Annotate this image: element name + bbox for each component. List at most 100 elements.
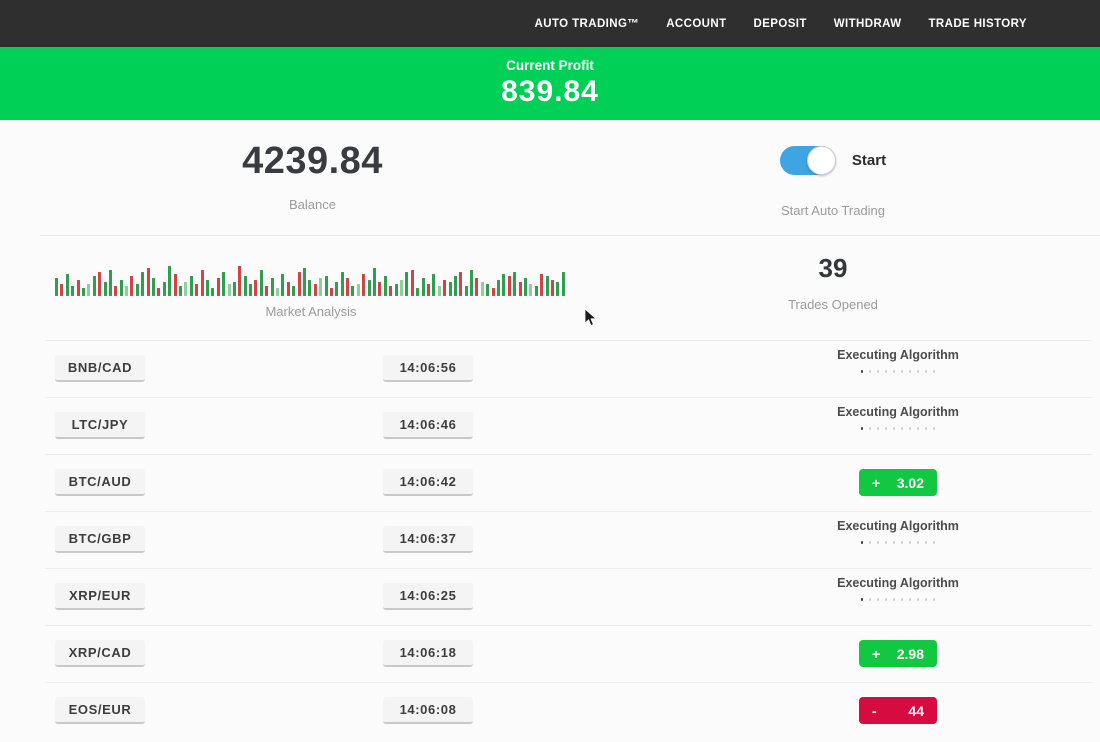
- balance-value: 4239.84: [242, 140, 383, 182]
- market-bar: [443, 280, 447, 296]
- executing-algorithm-label: Executing Algorithm: [837, 405, 959, 419]
- progress-dots: [780, 541, 1016, 544]
- market-bar: [276, 288, 280, 296]
- market-bar: [55, 278, 58, 296]
- progress-dot: [932, 427, 936, 430]
- market-bar: [65, 274, 69, 296]
- market-bar: [426, 284, 430, 296]
- progress-dot: [908, 427, 912, 430]
- market-bar: [497, 280, 501, 296]
- nav-item-deposit[interactable]: DEPOSIT: [753, 17, 807, 30]
- market-bar: [254, 280, 258, 296]
- progress-dot: [860, 541, 864, 544]
- market-bar: [356, 284, 360, 296]
- market-bar: [529, 284, 533, 296]
- market-bar: [394, 284, 398, 296]
- progress-dot: [924, 541, 928, 544]
- market-bar: [362, 274, 366, 296]
- market-bar: [346, 278, 350, 296]
- market-bar: [432, 274, 436, 296]
- progress-dot: [900, 541, 904, 544]
- toggle-knob-icon: [806, 146, 836, 175]
- market-bar: [400, 280, 403, 296]
- auto-trading-block: Start Start Auto Trading: [625, 146, 1041, 218]
- progress-dot: [900, 370, 904, 373]
- market-bar: [205, 280, 209, 296]
- nav-item-withdraw[interactable]: WITHDRAW: [833, 17, 902, 30]
- market-bar: [502, 274, 506, 296]
- progress-dot: [892, 598, 896, 601]
- trade-pair-badge: XRP/EUR: [55, 583, 145, 610]
- progress-dot: [900, 427, 904, 430]
- market-bar: [470, 270, 474, 296]
- market-bar: [297, 272, 301, 296]
- market-bar: [518, 282, 522, 296]
- progress-dot: [892, 541, 896, 544]
- market-bar: [81, 288, 85, 296]
- trade-time-badge: 14:06:37: [383, 526, 473, 553]
- market-bar: [184, 282, 188, 296]
- progress-dot: [908, 541, 912, 544]
- trade-time-badge: 14:06:42: [383, 469, 473, 496]
- market-bar: [98, 272, 102, 296]
- nav-item-trade-history[interactable]: TRADE HISTORY: [928, 17, 1027, 30]
- progress-dot: [932, 541, 936, 544]
- progress-dot: [892, 427, 896, 430]
- market-bar: [475, 278, 479, 296]
- trade-status-zone: +3.02: [780, 454, 1016, 511]
- progress-dot: [876, 370, 880, 373]
- progress-dot: [876, 541, 880, 544]
- loss-badge: - 44: [859, 697, 937, 724]
- start-auto-trading-caption: Start Auto Trading: [780, 203, 886, 218]
- progress-dot: [868, 427, 872, 430]
- trade-status-zone: +2.98: [780, 625, 1016, 682]
- market-bar: [60, 284, 64, 296]
- market-bar: [189, 276, 193, 296]
- market-bar: [108, 270, 112, 296]
- market-bar: [389, 286, 393, 296]
- market-bar: [135, 284, 139, 296]
- market-bar: [340, 272, 344, 296]
- progress-dot: [876, 427, 880, 430]
- nav-item-auto-trading[interactable]: AUTO TRADING™: [534, 17, 640, 30]
- market-bar: [416, 288, 420, 296]
- progress-dot: [876, 598, 880, 601]
- market-bar: [448, 282, 452, 296]
- market-bar: [270, 278, 274, 296]
- progress-dots: [780, 427, 1016, 430]
- market-bar: [292, 286, 296, 296]
- market-bar: [92, 276, 96, 296]
- profit-badge: +3.02: [859, 469, 937, 496]
- main-panel: 4239.84 Balance Start Start Auto Trading…: [0, 120, 1100, 742]
- balance-label: Balance: [289, 197, 336, 212]
- market-bar: [227, 284, 231, 296]
- progress-dot: [884, 541, 888, 544]
- trade-row: XRP/EUR 14:06:25 Executing Algorithm: [0, 568, 1100, 625]
- progress-dot: [932, 598, 936, 601]
- market-bar: [141, 272, 145, 296]
- progress-dot: [884, 370, 888, 373]
- market-bar: [329, 288, 333, 296]
- progress-dot: [860, 598, 864, 601]
- market-bar: [324, 276, 328, 296]
- trade-table: BNB/CAD 14:06:56 Executing Algorithm LTC/JP…: [0, 340, 1100, 739]
- market-bar: [152, 278, 156, 296]
- start-toggle[interactable]: [779, 146, 836, 175]
- trade-row: BNB/CAD 14:06:56 Executing Algorithm: [0, 340, 1100, 397]
- badge-amount: 3.02: [896, 474, 924, 491]
- badge-sign: -: [872, 702, 877, 719]
- trade-time-badge: 14:06:46: [383, 412, 473, 439]
- nav-item-account[interactable]: ACCOUNT: [666, 17, 727, 30]
- market-bar: [103, 282, 107, 296]
- market-bar: [459, 272, 463, 296]
- market-bar: [545, 276, 549, 296]
- trade-time-badge: 14:06:08: [383, 697, 473, 724]
- trades-opened-value: 39: [818, 253, 848, 283]
- market-bar: [222, 272, 226, 296]
- badge-sign: +: [872, 474, 881, 491]
- market-bar: [243, 276, 247, 296]
- mouse-cursor-icon: [584, 308, 597, 327]
- market-bar: [173, 274, 177, 296]
- market-analysis-label: Market Analysis: [265, 304, 357, 319]
- market-bar: [211, 288, 215, 296]
